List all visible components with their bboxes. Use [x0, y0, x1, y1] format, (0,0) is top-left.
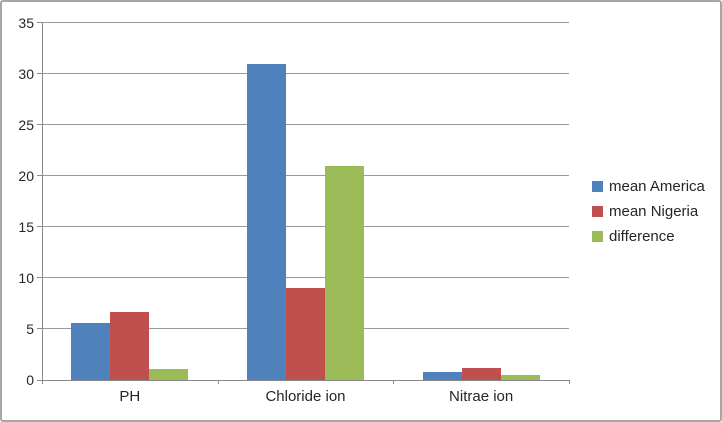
y-axis-label-30: 30	[18, 66, 34, 82]
y-axis-tick-20	[37, 175, 42, 176]
gridline-30	[42, 73, 569, 74]
y-axis-label-35: 35	[18, 15, 34, 31]
x-axis-tick-3	[569, 380, 570, 384]
legend-label-mean-america: mean America	[609, 178, 705, 195]
bar-mean-america-nitrae-ion	[422, 371, 462, 380]
y-axis-tick-10	[37, 277, 42, 278]
gridline-35	[42, 22, 569, 23]
gridline-25	[42, 124, 569, 125]
gridline-15	[42, 226, 569, 227]
plot-area	[42, 22, 569, 380]
y-axis-tick-30	[37, 73, 42, 74]
gridline-20	[42, 175, 569, 176]
x-axis-tick-2	[393, 380, 395, 384]
x-axis-line	[42, 380, 570, 381]
bar-mean-america-ph	[71, 322, 111, 380]
legend-swatch-mean-america	[592, 181, 603, 192]
x-axis-label-ph: PH	[119, 388, 141, 405]
y-axis-line	[42, 23, 43, 384]
y-axis-label-0: 0	[26, 372, 34, 388]
legend-item-mean-nigeria: mean Nigeria	[592, 199, 705, 224]
y-axis-tick-25	[37, 124, 42, 125]
legend-item-mean-america: mean America	[592, 174, 705, 199]
bar-mean-nigeria-chloride-ion	[286, 288, 325, 380]
legend-swatch-mean-nigeria	[592, 206, 603, 217]
y-axis-tick-15	[37, 226, 42, 227]
bar-difference-ph	[149, 368, 189, 380]
legend-item-difference: difference	[592, 224, 705, 249]
x-axis-tick-1	[217, 380, 219, 384]
y-axis-tick-5	[37, 328, 42, 329]
y-axis-label-10: 10	[18, 270, 34, 286]
y-axis-tick-35	[37, 22, 42, 23]
y-axis-label-15: 15	[18, 219, 34, 235]
legend-label-difference: difference	[609, 228, 675, 245]
legend-label-mean-nigeria: mean Nigeria	[609, 203, 699, 220]
x-axis-label-chloride-ion: Chloride ion	[265, 388, 346, 405]
y-axis-label-20: 20	[18, 168, 34, 184]
legend-swatch-difference	[592, 231, 603, 242]
bar-mean-nigeria-ph	[110, 311, 150, 380]
bar-mean-america-chloride-ion	[247, 63, 286, 380]
bar-difference-nitrae-ion	[500, 374, 540, 380]
y-axis-tick-0	[37, 380, 42, 381]
bar-difference-chloride-ion	[325, 165, 364, 380]
legend: mean America mean Nigeria difference	[592, 174, 705, 249]
bar-mean-nigeria-nitrae-ion	[461, 367, 501, 380]
gridline-10	[42, 277, 569, 278]
y-axis-label-25: 25	[18, 117, 34, 133]
x-axis-label-nitrae-ion: Nitrae ion	[449, 388, 514, 405]
y-axis-label-5: 5	[26, 321, 34, 337]
